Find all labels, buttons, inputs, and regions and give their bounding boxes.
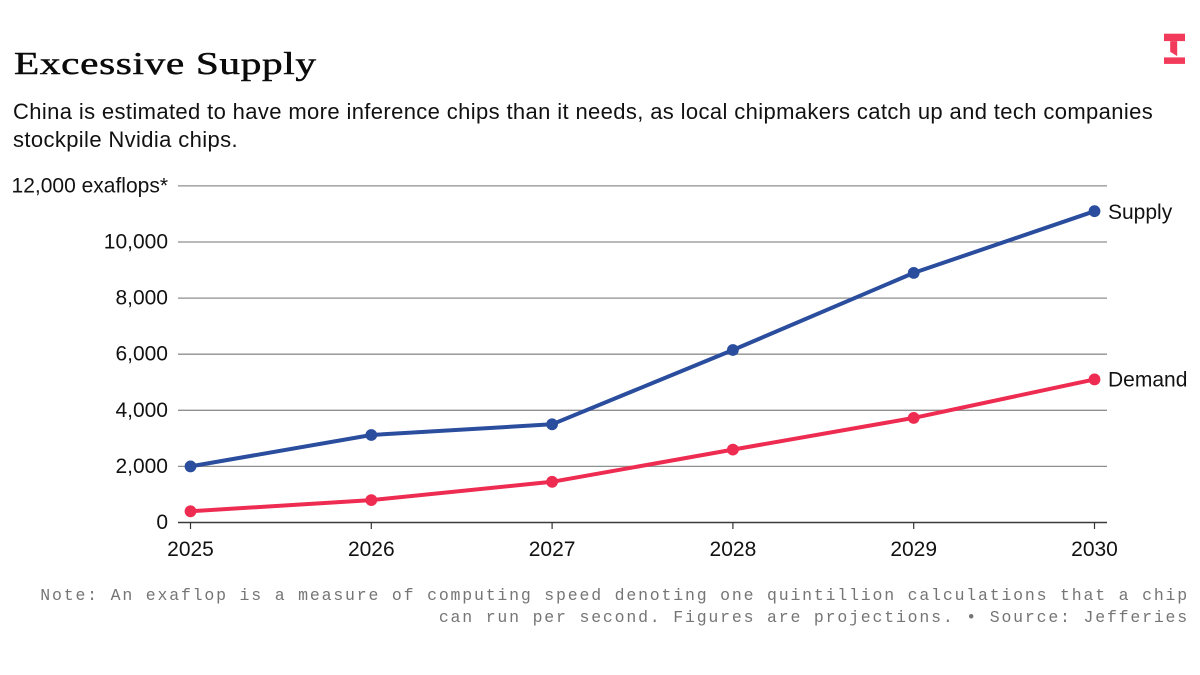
svg-text:10,000: 10,000 xyxy=(104,231,168,254)
svg-text:2028: 2028 xyxy=(710,538,757,561)
svg-text:0: 0 xyxy=(156,511,168,534)
svg-text:2030: 2030 xyxy=(1071,538,1118,561)
svg-text:2027: 2027 xyxy=(529,538,576,561)
svg-text:2026: 2026 xyxy=(348,538,395,561)
svg-text:2029: 2029 xyxy=(890,538,937,561)
svg-text:8,000: 8,000 xyxy=(115,287,168,310)
svg-text:2,000: 2,000 xyxy=(115,455,168,478)
svg-text:6,000: 6,000 xyxy=(115,343,168,366)
svg-text:4,000: 4,000 xyxy=(115,399,168,422)
svg-text:Demand: Demand xyxy=(1108,369,1187,392)
svg-text:2025: 2025 xyxy=(167,538,214,561)
svg-text:Supply: Supply xyxy=(1108,201,1173,224)
svg-text:12,000 exaflops*: 12,000 exaflops* xyxy=(12,174,168,197)
